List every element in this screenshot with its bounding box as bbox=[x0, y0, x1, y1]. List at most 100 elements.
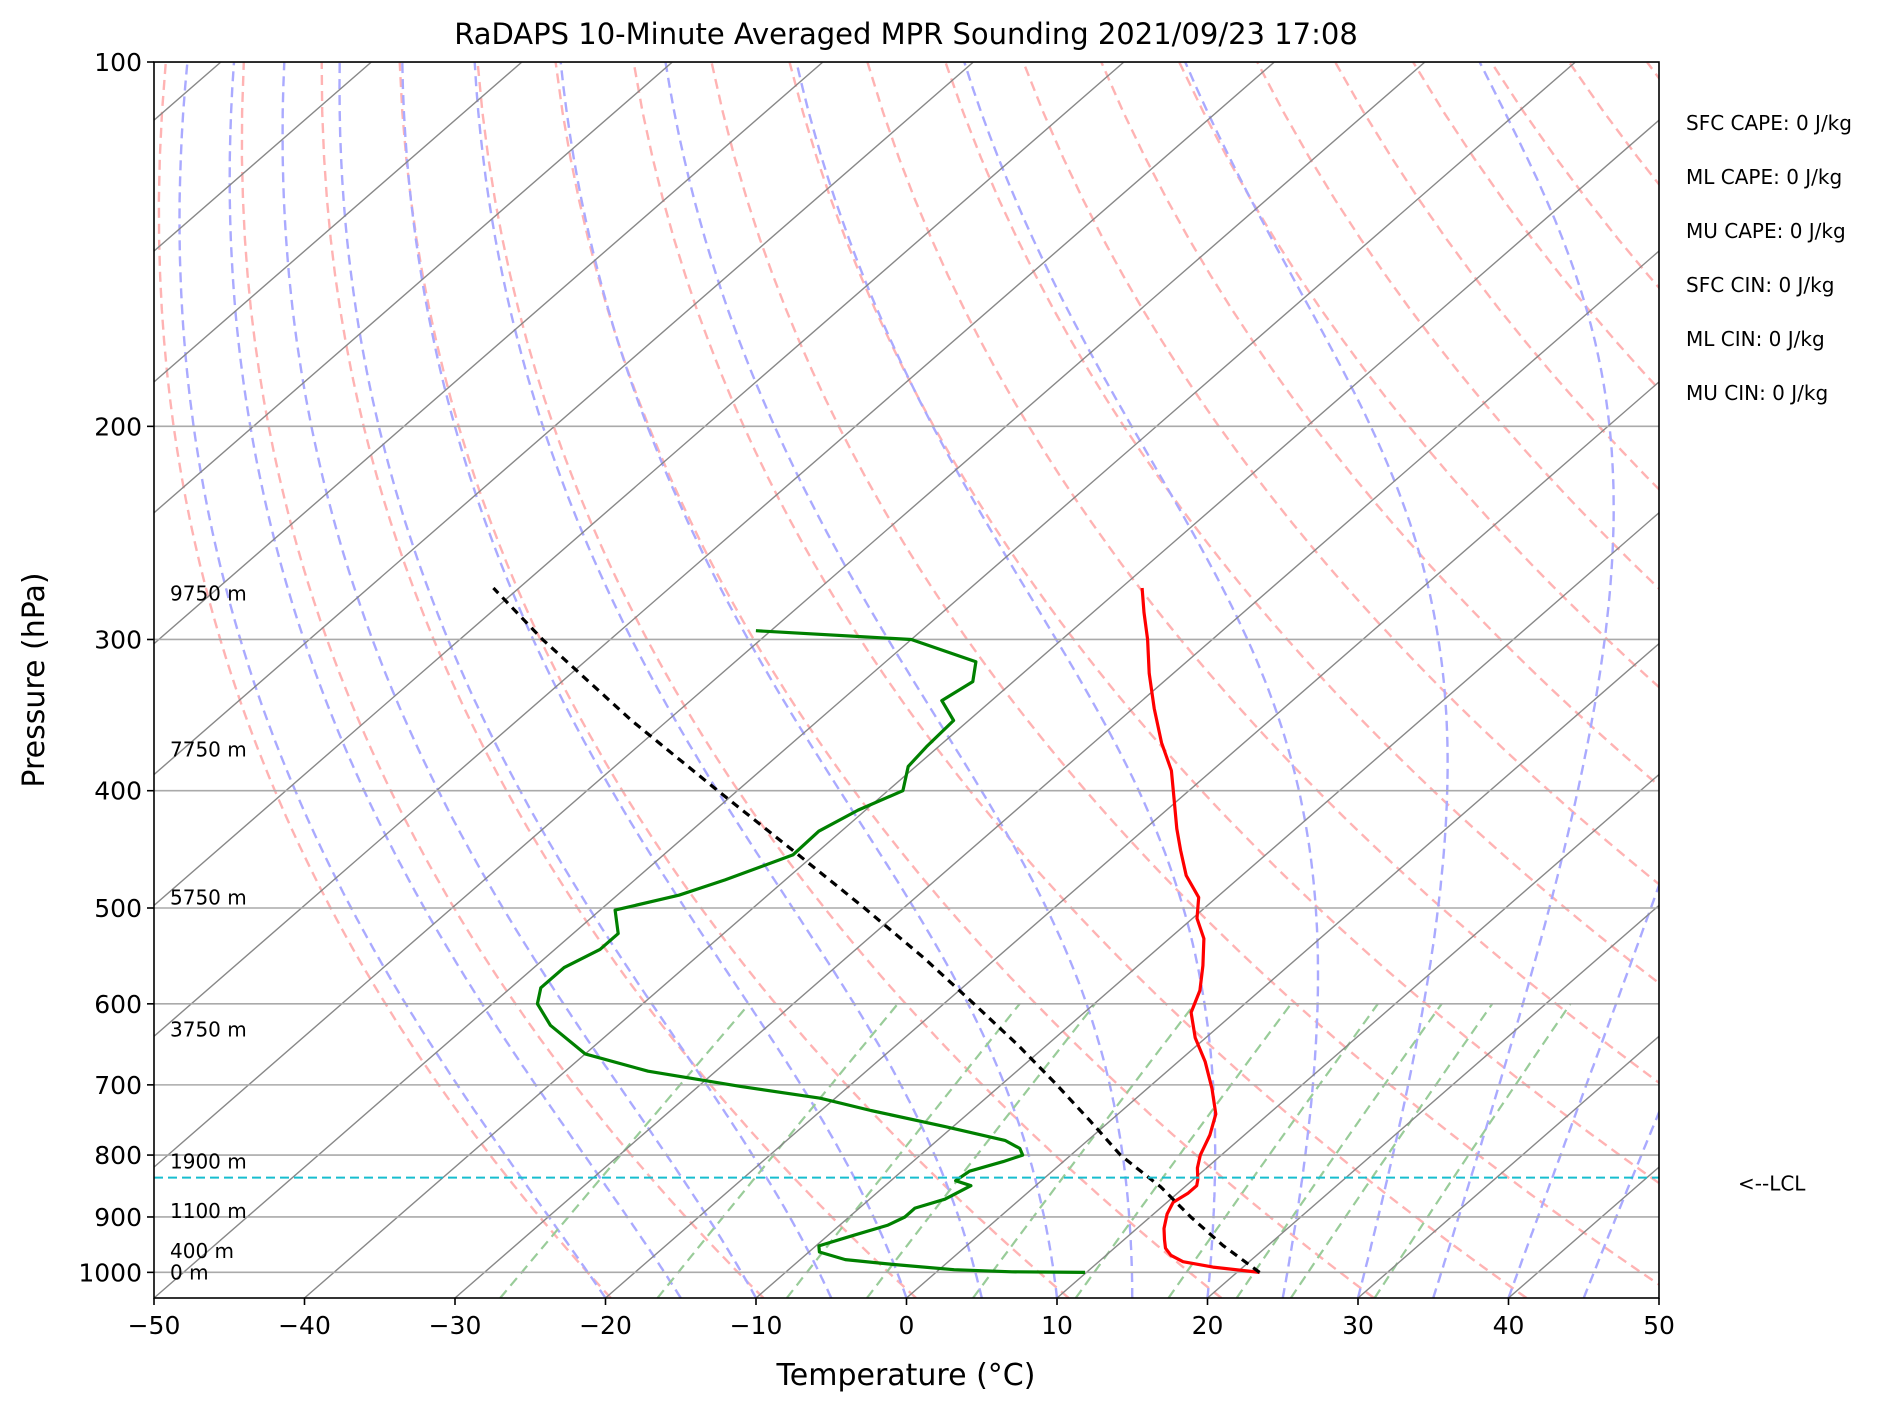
isotherm bbox=[154, 62, 974, 776]
isotherm bbox=[1810, 62, 1882, 1298]
y-tick-label: 100 bbox=[94, 48, 142, 77]
x-tick-label: 50 bbox=[1643, 1311, 1675, 1340]
isotherm bbox=[755, 511, 1659, 1298]
x-tick-label: −10 bbox=[730, 1311, 783, 1340]
y-tick-label: 500 bbox=[94, 894, 142, 923]
dry-adiabat bbox=[1725, 62, 1882, 1298]
moist-adiabat bbox=[1432, 62, 1615, 1298]
height-label: 7750 m bbox=[170, 738, 247, 762]
moist-adiabat bbox=[178, 62, 607, 1298]
moist-adiabat bbox=[664, 62, 1134, 1298]
dry-adiabat bbox=[788, 62, 1659, 1185]
mixing-ratio-line bbox=[785, 1003, 1021, 1298]
chart-title: RaDAPS 10-Minute Averaged MPR Sounding 2… bbox=[454, 17, 1358, 51]
height-label: 1900 m bbox=[170, 1150, 247, 1174]
mixing-ratio-line bbox=[499, 1003, 751, 1298]
dry-adiabat bbox=[1489, 62, 1659, 290]
y-tick-label: 900 bbox=[94, 1203, 142, 1232]
mixing-ratio-line bbox=[866, 1003, 1096, 1298]
stability-index: ML CIN: 0 J/kg bbox=[1686, 327, 1825, 351]
moist-adiabat bbox=[1582, 1109, 1659, 1298]
x-tick-label: 10 bbox=[1041, 1311, 1073, 1340]
mixing-ratio-line bbox=[656, 1003, 899, 1298]
dry-adiabat bbox=[1803, 62, 1882, 1298]
dry-adiabat bbox=[866, 62, 1659, 1085]
moist-adiabat bbox=[338, 62, 833, 1298]
dry-adiabat bbox=[632, 62, 1528, 1298]
isotherm bbox=[154, 62, 1125, 907]
moist-adiabat bbox=[401, 62, 908, 1298]
y-tick-label: 200 bbox=[94, 412, 142, 441]
moist-adiabat bbox=[1507, 881, 1659, 1298]
stability-index: SFC CAPE: 0 J/kg bbox=[1686, 111, 1852, 135]
parcel-profile bbox=[492, 586, 1261, 1274]
isotherm bbox=[1658, 1297, 1659, 1298]
y-tick-label: 300 bbox=[94, 625, 142, 654]
dry-adiabat bbox=[1412, 62, 1659, 391]
isotherm bbox=[304, 119, 1659, 1298]
lcl-label: <--LCL bbox=[1738, 1172, 1806, 1196]
moist-adiabat bbox=[228, 62, 682, 1298]
stability-index: ML CAPE: 0 J/kg bbox=[1686, 165, 1842, 189]
y-axis-label: Pressure (hPa) bbox=[17, 572, 52, 787]
mixing-ratio-line bbox=[1373, 1003, 1572, 1298]
moist-adiabat bbox=[281, 62, 758, 1298]
x-axis-label: Temperature (°C) bbox=[776, 1358, 1036, 1393]
dry-adiabat bbox=[320, 62, 917, 1298]
dewpoint-profile bbox=[535, 629, 1086, 1274]
x-tick-label: 20 bbox=[1192, 1311, 1224, 1340]
dry-adiabat bbox=[1646, 62, 1659, 81]
isotherm bbox=[605, 380, 1659, 1298]
stability-index: MU CAPE: 0 J/kg bbox=[1686, 219, 1846, 243]
mixing-ratio-line bbox=[972, 1003, 1196, 1298]
height-label: 400 m bbox=[170, 1239, 234, 1263]
mixing-ratio-line bbox=[1289, 1003, 1494, 1298]
moist-adiabat bbox=[473, 62, 983, 1298]
height-label: 5750 m bbox=[170, 885, 247, 909]
isotherm bbox=[454, 250, 1659, 1298]
isotherm bbox=[1357, 1035, 1659, 1298]
dry-adiabat bbox=[710, 62, 1659, 1286]
isotherm bbox=[154, 62, 523, 383]
dry-adiabat bbox=[157, 62, 612, 1298]
x-tick-label: 40 bbox=[1493, 1311, 1525, 1340]
y-tick-label: 800 bbox=[94, 1141, 142, 1170]
dry-adiabat bbox=[944, 62, 1659, 985]
x-tick-label: −40 bbox=[278, 1311, 331, 1340]
moist-adiabat bbox=[795, 62, 1217, 1298]
isotherm bbox=[154, 62, 372, 252]
moist-adiabat bbox=[1657, 1295, 1659, 1298]
isotherm bbox=[154, 62, 673, 514]
isotherm bbox=[906, 642, 1659, 1298]
dry-adiabat bbox=[554, 62, 1375, 1298]
stability-index: MU CIN: 0 J/kg bbox=[1686, 381, 1828, 405]
isotherm bbox=[1207, 904, 1659, 1298]
y-tick-label: 400 bbox=[94, 777, 142, 806]
dry-adiabat bbox=[240, 62, 765, 1298]
dry-adiabat bbox=[476, 62, 1223, 1298]
moist-adiabat bbox=[1184, 62, 1449, 1298]
dry-adiabat bbox=[1022, 62, 1659, 886]
temperature-profile bbox=[1140, 587, 1260, 1274]
x-tick-label: −30 bbox=[429, 1311, 482, 1340]
x-tick-label: 30 bbox=[1342, 1311, 1374, 1340]
isotherm bbox=[154, 62, 1576, 1298]
dry-adiabat bbox=[1178, 62, 1659, 689]
dry-adiabat bbox=[1568, 62, 1659, 187]
y-tick-label: 1000 bbox=[78, 1258, 142, 1287]
mixing-ratio-line bbox=[1235, 1003, 1443, 1298]
y-tick-label: 600 bbox=[94, 990, 142, 1019]
stability-index: SFC CIN: 0 J/kg bbox=[1686, 273, 1834, 297]
isotherm bbox=[1056, 773, 1659, 1298]
x-tick-label: 0 bbox=[899, 1311, 915, 1340]
isotherm bbox=[154, 62, 1426, 1169]
height-label: 0 m bbox=[170, 1260, 209, 1284]
dry-adiabat bbox=[398, 62, 1070, 1298]
moist-adiabat bbox=[559, 62, 1059, 1298]
x-tick-label: −20 bbox=[579, 1311, 632, 1340]
height-label: 1100 m bbox=[170, 1199, 247, 1223]
mixing-ratio-line bbox=[1074, 1003, 1292, 1298]
moist-adiabat bbox=[963, 62, 1320, 1298]
height-label: 9750 m bbox=[170, 582, 247, 606]
